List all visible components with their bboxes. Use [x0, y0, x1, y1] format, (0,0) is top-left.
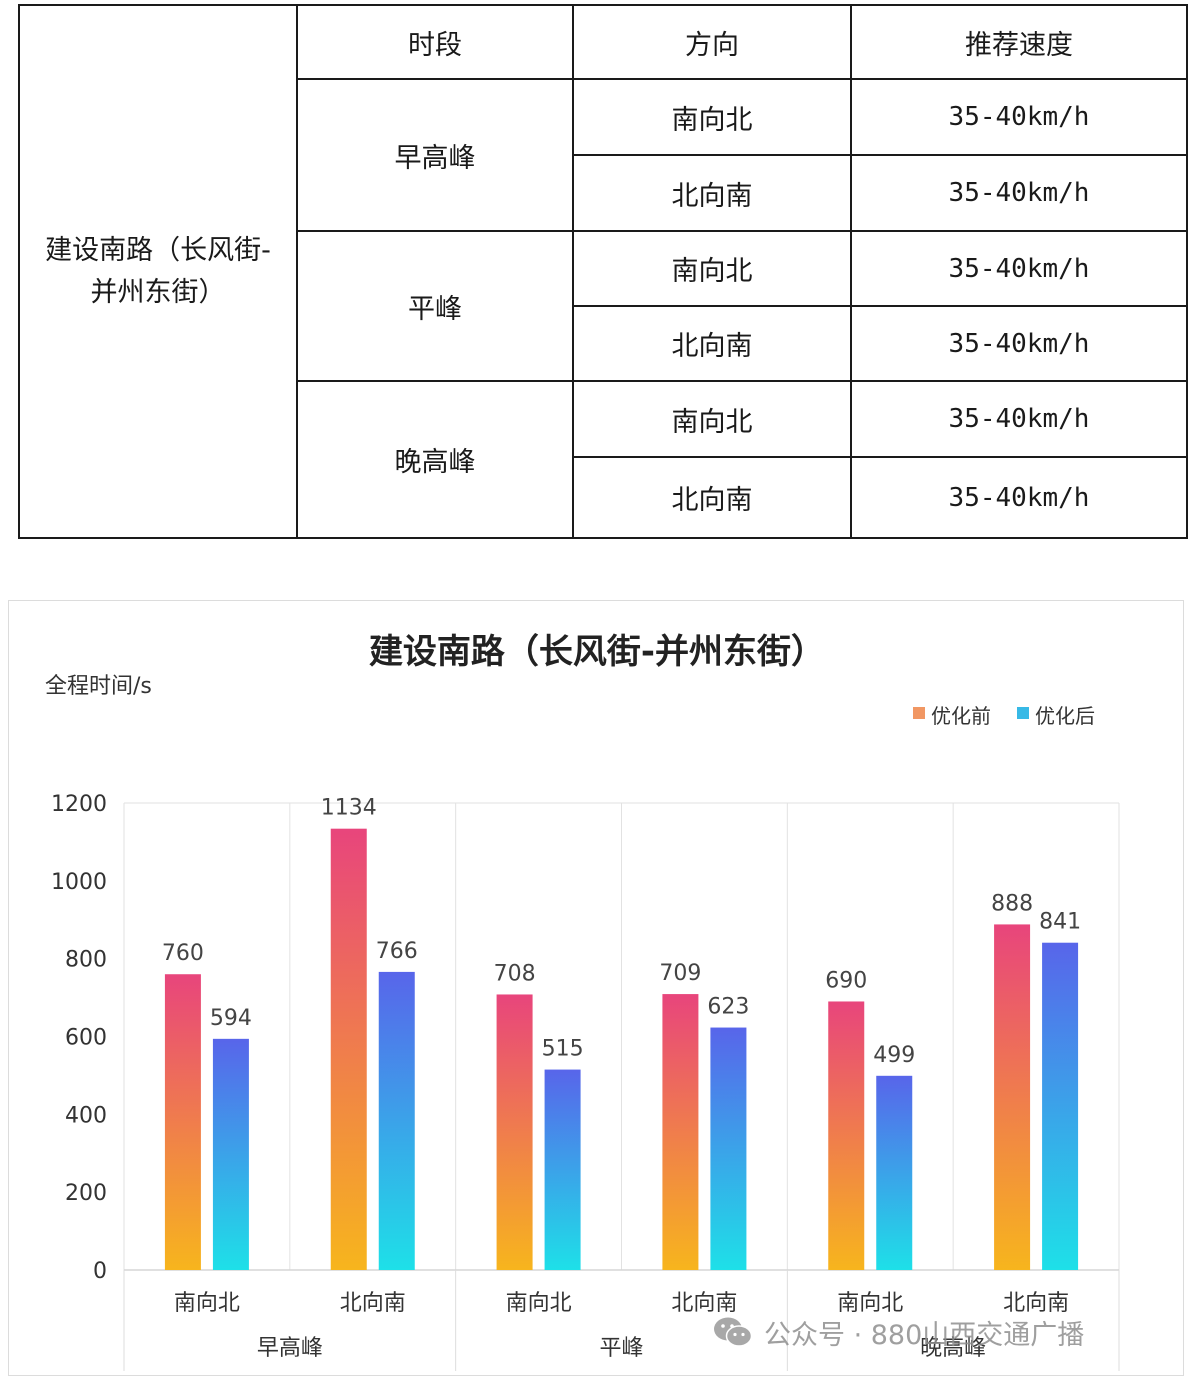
- header-period: 时段: [296, 4, 574, 80]
- legend-label: 优化后: [1035, 704, 1095, 728]
- road-name-cell: 建设南路（长风街-并州东街）: [18, 4, 298, 539]
- data-label: 760: [162, 941, 204, 966]
- wechat-icon: [714, 1317, 753, 1347]
- period-cell: 早高峰: [296, 78, 574, 232]
- bar: [710, 1027, 747, 1270]
- data-label: 1134: [321, 796, 377, 821]
- period-cell: 晚高峰: [296, 380, 574, 539]
- bar: [828, 1001, 865, 1270]
- bar: [1042, 942, 1079, 1270]
- legend-swatch: [913, 707, 925, 719]
- chart-panel: 建设南路（长风街-并州东街） 全程时间/s 优化前 优化后 0 200 400 600 8…: [8, 600, 1184, 1376]
- header-speed: 推荐速度: [850, 4, 1188, 80]
- direction-cell: 北向南: [572, 154, 852, 232]
- bar-chart: 建设南路（长风街-并州东街） 全程时间/s 优化前 优化后 0 200 400 600 8…: [45, 632, 1120, 1371]
- speed-cell: 35-40km/h: [850, 380, 1188, 458]
- data-label: 515: [542, 1037, 584, 1062]
- legend-swatch: [1017, 707, 1029, 719]
- data-label: 499: [873, 1043, 915, 1068]
- x-category-label: 北向南: [671, 1291, 737, 1316]
- speed-cell: 35-40km/h: [850, 230, 1188, 307]
- y-tick-label: 400: [65, 1103, 107, 1128]
- speed-cell: 35-40km/h: [850, 456, 1188, 539]
- header-direction: 方向: [572, 4, 852, 80]
- x-category-label: 北向南: [340, 1291, 406, 1316]
- data-label: 623: [707, 995, 749, 1020]
- direction-cell: 南向北: [572, 78, 852, 156]
- data-label: 708: [494, 961, 536, 986]
- bar: [876, 1075, 913, 1270]
- x-group-label: 平峰: [599, 1336, 643, 1361]
- chart-title: 建设南路（长风街-并州东街）: [369, 632, 825, 672]
- data-label: 888: [991, 891, 1033, 916]
- y-tick-label: 1000: [51, 870, 107, 895]
- watermark-text: 公众号 · 880山西交通广播: [764, 1319, 1085, 1351]
- speed-cell: 35-40km/h: [850, 78, 1188, 156]
- y-axis-ticks: 0 200 400 600 800 1000 1200: [51, 792, 107, 1284]
- bar: [164, 974, 201, 1270]
- data-label: 766: [376, 939, 418, 964]
- direction-cell: 南向北: [572, 380, 852, 458]
- direction-cell: 北向南: [572, 305, 852, 382]
- x-category-label: 北向南: [1003, 1291, 1069, 1316]
- bar: [994, 924, 1031, 1270]
- bar: [378, 971, 415, 1270]
- y-tick-label: 600: [65, 1026, 107, 1051]
- x-group-label: 晚高峰: [920, 1336, 986, 1361]
- data-label: 841: [1039, 910, 1081, 935]
- y-tick-label: 1200: [51, 792, 107, 817]
- bar: [330, 828, 367, 1270]
- bar: [544, 1069, 581, 1270]
- grid-lines: [123, 802, 1120, 1371]
- watermark: 公众号 · 880山西交通广播: [712, 1312, 1084, 1352]
- bar: [662, 994, 699, 1270]
- legend-label: 优化前: [931, 704, 991, 728]
- y-tick-label: 0: [93, 1259, 107, 1284]
- x-category-label: 南向北: [837, 1291, 903, 1316]
- y-tick-label: 800: [65, 948, 107, 973]
- data-labels: 760 1134 708 709 690 888 594 766 515 623 499 841: [162, 796, 1081, 1068]
- x-group-label: 早高峰: [257, 1336, 323, 1361]
- speed-cell: 35-40km/h: [850, 154, 1188, 232]
- direction-cell: 南向北: [572, 230, 852, 307]
- speed-table: 建设南路（长风街-并州东街） 时段 方向 推荐速度 早高峰 南向北 35-40k…: [18, 4, 1188, 539]
- legend: 优化前 优化后: [913, 704, 1095, 728]
- period-cell: 平峰: [296, 230, 574, 382]
- bar: [496, 994, 533, 1270]
- bar: [212, 1038, 249, 1270]
- direction-cell: 北向南: [572, 456, 852, 539]
- x-category-label: 南向北: [174, 1291, 240, 1316]
- bars: [164, 828, 1079, 1270]
- data-label: 594: [210, 1006, 252, 1031]
- x-category-label: 南向北: [506, 1291, 572, 1316]
- y-axis-label: 全程时间/s: [45, 674, 152, 699]
- y-tick-label: 200: [65, 1181, 107, 1206]
- data-label: 690: [825, 968, 867, 993]
- speed-cell: 35-40km/h: [850, 305, 1188, 382]
- data-label: 709: [659, 961, 701, 986]
